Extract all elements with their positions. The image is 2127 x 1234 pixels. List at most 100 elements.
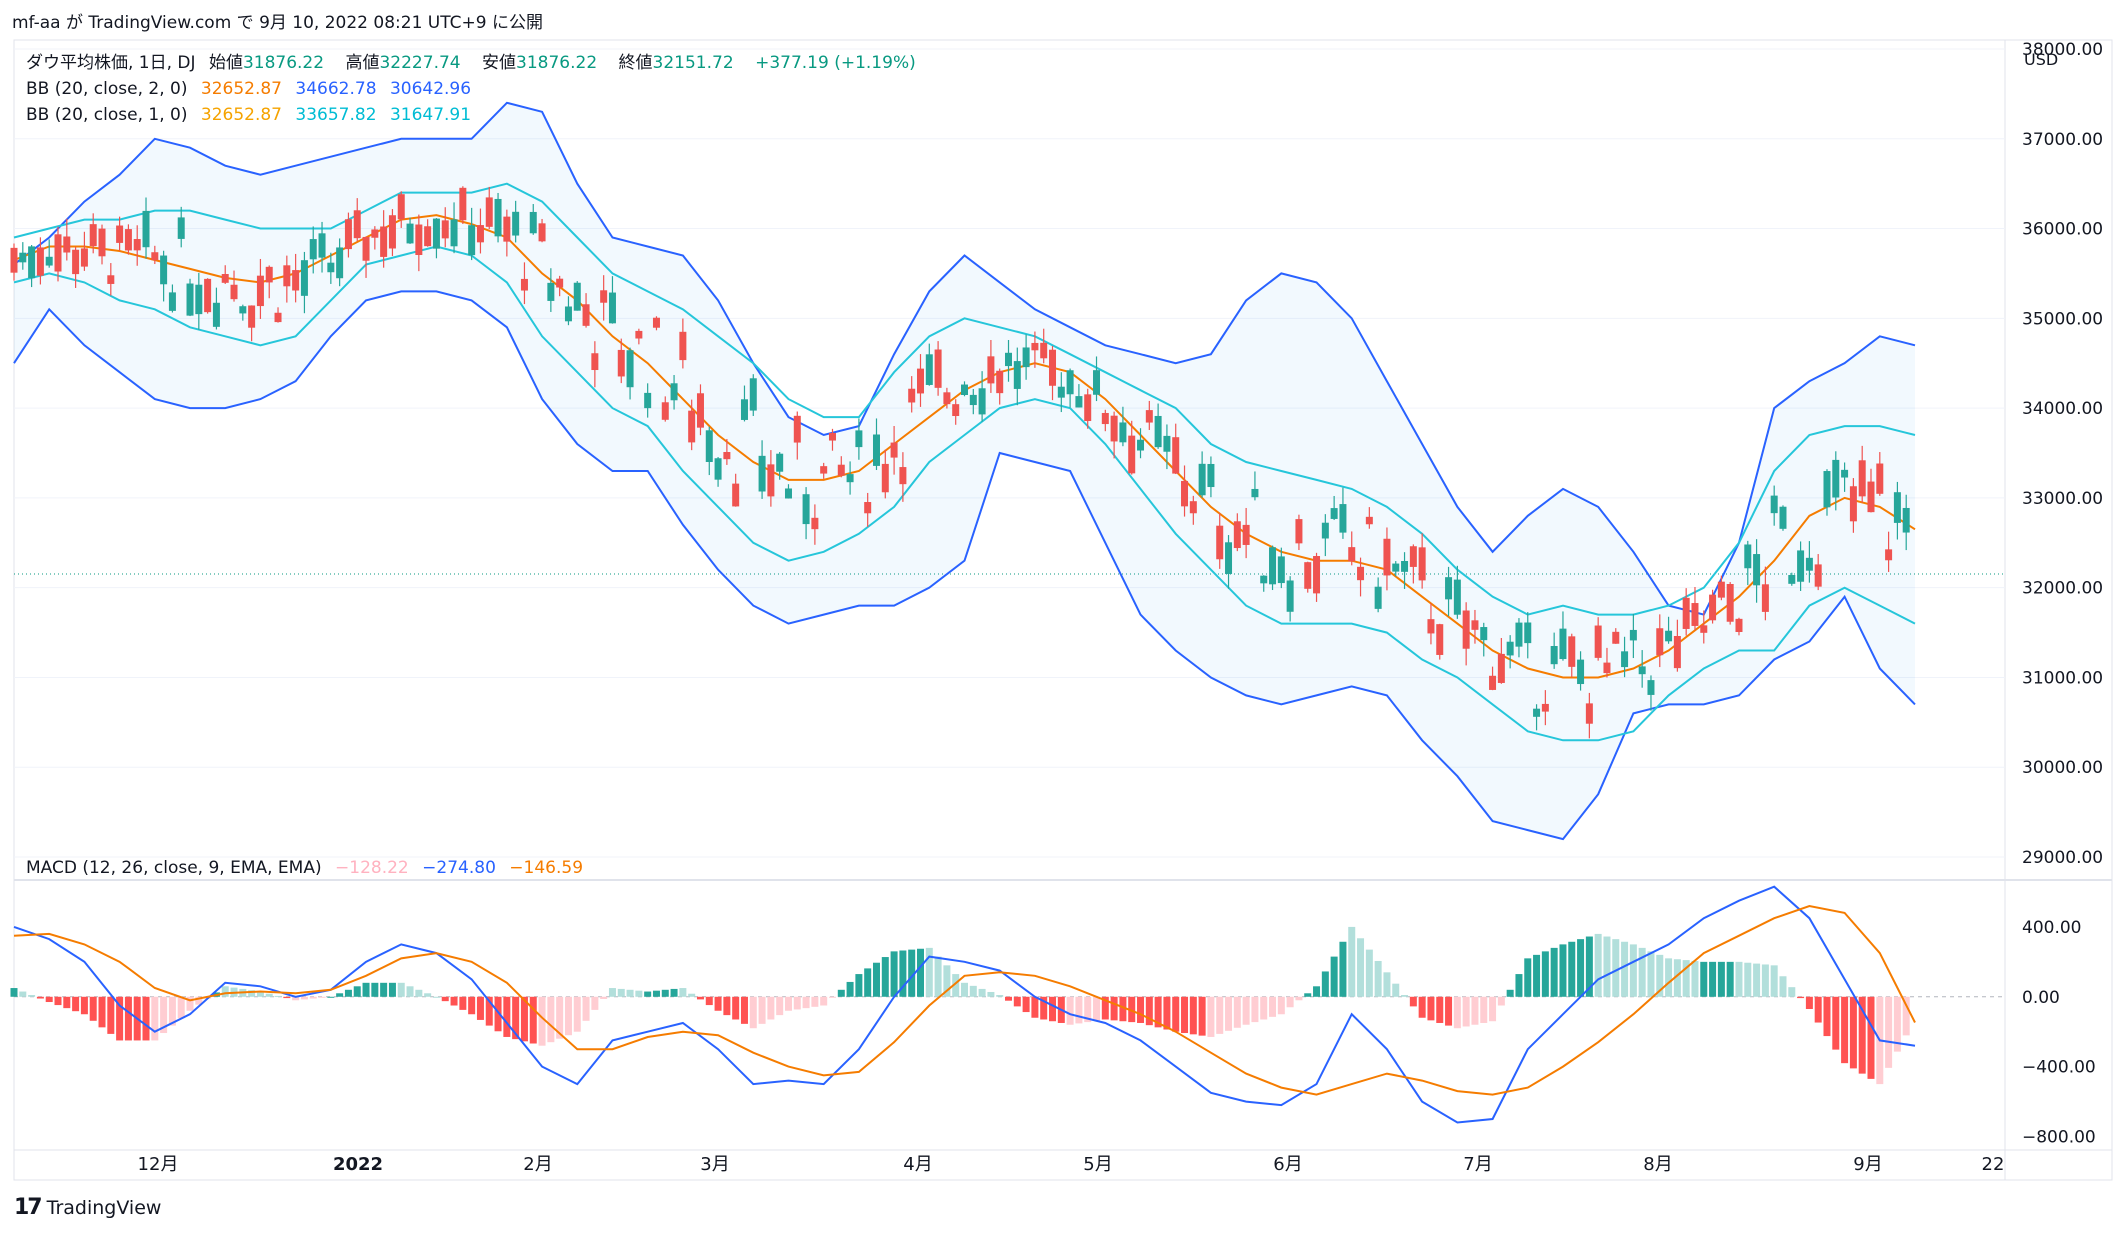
- macd-histogram-bar: [459, 996, 467, 1010]
- candle-body: [274, 312, 282, 323]
- candle-body: [1647, 680, 1655, 695]
- candle-body: [1823, 471, 1831, 508]
- macd-histogram-bar: [952, 974, 960, 997]
- candle-body: [1735, 618, 1743, 632]
- candle-body: [837, 464, 845, 476]
- candle-body: [221, 274, 229, 283]
- macd-histogram-bar: [1524, 958, 1532, 997]
- candle-body: [1313, 556, 1321, 594]
- macd-histogram-bar: [855, 974, 863, 997]
- candle-body: [1374, 586, 1382, 609]
- macd-histogram-bar: [1744, 962, 1752, 997]
- candle-body: [1233, 521, 1241, 549]
- macd-histogram-bar: [1515, 974, 1523, 997]
- candle-body: [1357, 566, 1365, 581]
- candle-body: [212, 302, 220, 327]
- candle-body: [1066, 370, 1074, 395]
- bb2-lower-line: [13, 290, 1916, 841]
- candle-body: [151, 252, 159, 261]
- macd-histogram-bar: [1013, 996, 1021, 1007]
- candle-body: [723, 451, 731, 460]
- macd-histogram-bar: [758, 996, 766, 1024]
- macd-histogram-bar: [846, 981, 854, 997]
- macd-histogram-bar: [872, 962, 880, 997]
- time-tick-label: 6月: [1273, 1154, 1302, 1175]
- macd-histogram-bar: [397, 982, 405, 997]
- macd-histogram-bar: [98, 996, 106, 1028]
- candle-body: [133, 239, 141, 251]
- candle-body: [688, 410, 696, 443]
- time-tick-label: 2月: [523, 1154, 552, 1175]
- price-tick-label: 38000.00: [2022, 40, 2103, 60]
- candle-body: [1145, 410, 1153, 423]
- macd-histogram-bar: [168, 996, 176, 1026]
- macd-histogram-bar: [1770, 965, 1778, 997]
- macd-histogram-bar: [1462, 996, 1470, 1027]
- macd-legend[interactable]: MACD (12, 26, close, 9, EMA, EMA) −128.2…: [26, 858, 591, 878]
- bb2-upper-line: [13, 101, 1916, 616]
- candle-body: [494, 198, 502, 237]
- macd-histogram-bar: [1145, 996, 1153, 1026]
- macd-histogram-bar: [1902, 996, 1910, 1036]
- candle-body: [890, 442, 898, 458]
- bb2-legend-row[interactable]: BB (20, close, 2, 0) 32652.87 34662.78 3…: [26, 76, 924, 102]
- macd-histogram-bar: [1858, 996, 1866, 1074]
- macd-histogram-bar: [503, 996, 511, 1037]
- candle-body: [1365, 516, 1373, 525]
- candle-body: [1559, 628, 1567, 660]
- chart-frame: [13, 39, 2113, 1181]
- tradingview-logo-icon: 17: [14, 1195, 43, 1220]
- macd-histogram-bar: [1691, 960, 1699, 997]
- open-value: 31876.22: [242, 53, 325, 73]
- macd-histogram-bar: [265, 993, 273, 997]
- candle-body: [1717, 581, 1725, 598]
- macd-histogram-bar: [1251, 996, 1259, 1023]
- macd-histogram-bar: [1753, 963, 1761, 997]
- candle-body: [371, 229, 379, 238]
- candle-body: [1761, 584, 1769, 612]
- macd-histogram-bar: [1885, 996, 1893, 1068]
- macd-histogram-bar: [1533, 954, 1541, 997]
- macd-histogram-bar: [969, 985, 977, 997]
- candle-body: [98, 228, 106, 257]
- currency-label[interactable]: USD: [2024, 50, 2059, 69]
- macd-histogram-bar: [1541, 951, 1549, 997]
- candle-body: [1753, 554, 1761, 586]
- candle-body: [1682, 597, 1690, 629]
- macd-histogram-bar: [1374, 960, 1382, 997]
- close-value: 32151.72: [652, 53, 734, 73]
- candle-body: [230, 284, 238, 300]
- candle-body: [1480, 627, 1488, 641]
- candle-body: [1524, 622, 1532, 644]
- bb1-legend-row[interactable]: BB (20, close, 1, 0) 32652.87 33657.82 3…: [26, 102, 924, 128]
- macd-histogram-bar: [362, 982, 370, 997]
- time-tick-label: 4月: [903, 1154, 932, 1175]
- bb1-lower: 31647.91: [389, 105, 472, 125]
- macd-histogram-bar: [538, 996, 546, 1046]
- symbol-label[interactable]: ダウ平均株価, 1日, DJ: [26, 53, 196, 73]
- candle-body: [1673, 635, 1681, 669]
- macd-histogram-bar: [1128, 996, 1136, 1023]
- candle-body: [80, 248, 88, 267]
- candle-body: [547, 282, 555, 301]
- candle-body: [1084, 394, 1092, 422]
- macd-histogram-bar: [1841, 996, 1849, 1064]
- candle-body: [248, 305, 256, 328]
- low-label: 安値: [482, 53, 517, 73]
- candle-body: [186, 283, 194, 316]
- macd-histogram-bar: [705, 996, 713, 1006]
- candle-body: [353, 210, 361, 239]
- time-tick-label: 12月: [138, 1154, 179, 1175]
- macd-histogram-bar: [1137, 996, 1145, 1023]
- bb1-name: BB (20, close, 1, 0): [26, 105, 188, 125]
- price-tick-label: 29000.00: [2022, 848, 2103, 868]
- macd-histogram-bar: [608, 988, 616, 997]
- macd-histogram-bar: [1304, 993, 1312, 997]
- macd-histogram-bar: [688, 993, 696, 997]
- macd-histogram-bar: [617, 988, 625, 997]
- candle-body: [327, 262, 335, 273]
- footer-brand[interactable]: 17 TradingView: [14, 1195, 161, 1220]
- time-tick-label: 7月: [1463, 1154, 1492, 1175]
- macd-histogram-bar: [494, 996, 502, 1032]
